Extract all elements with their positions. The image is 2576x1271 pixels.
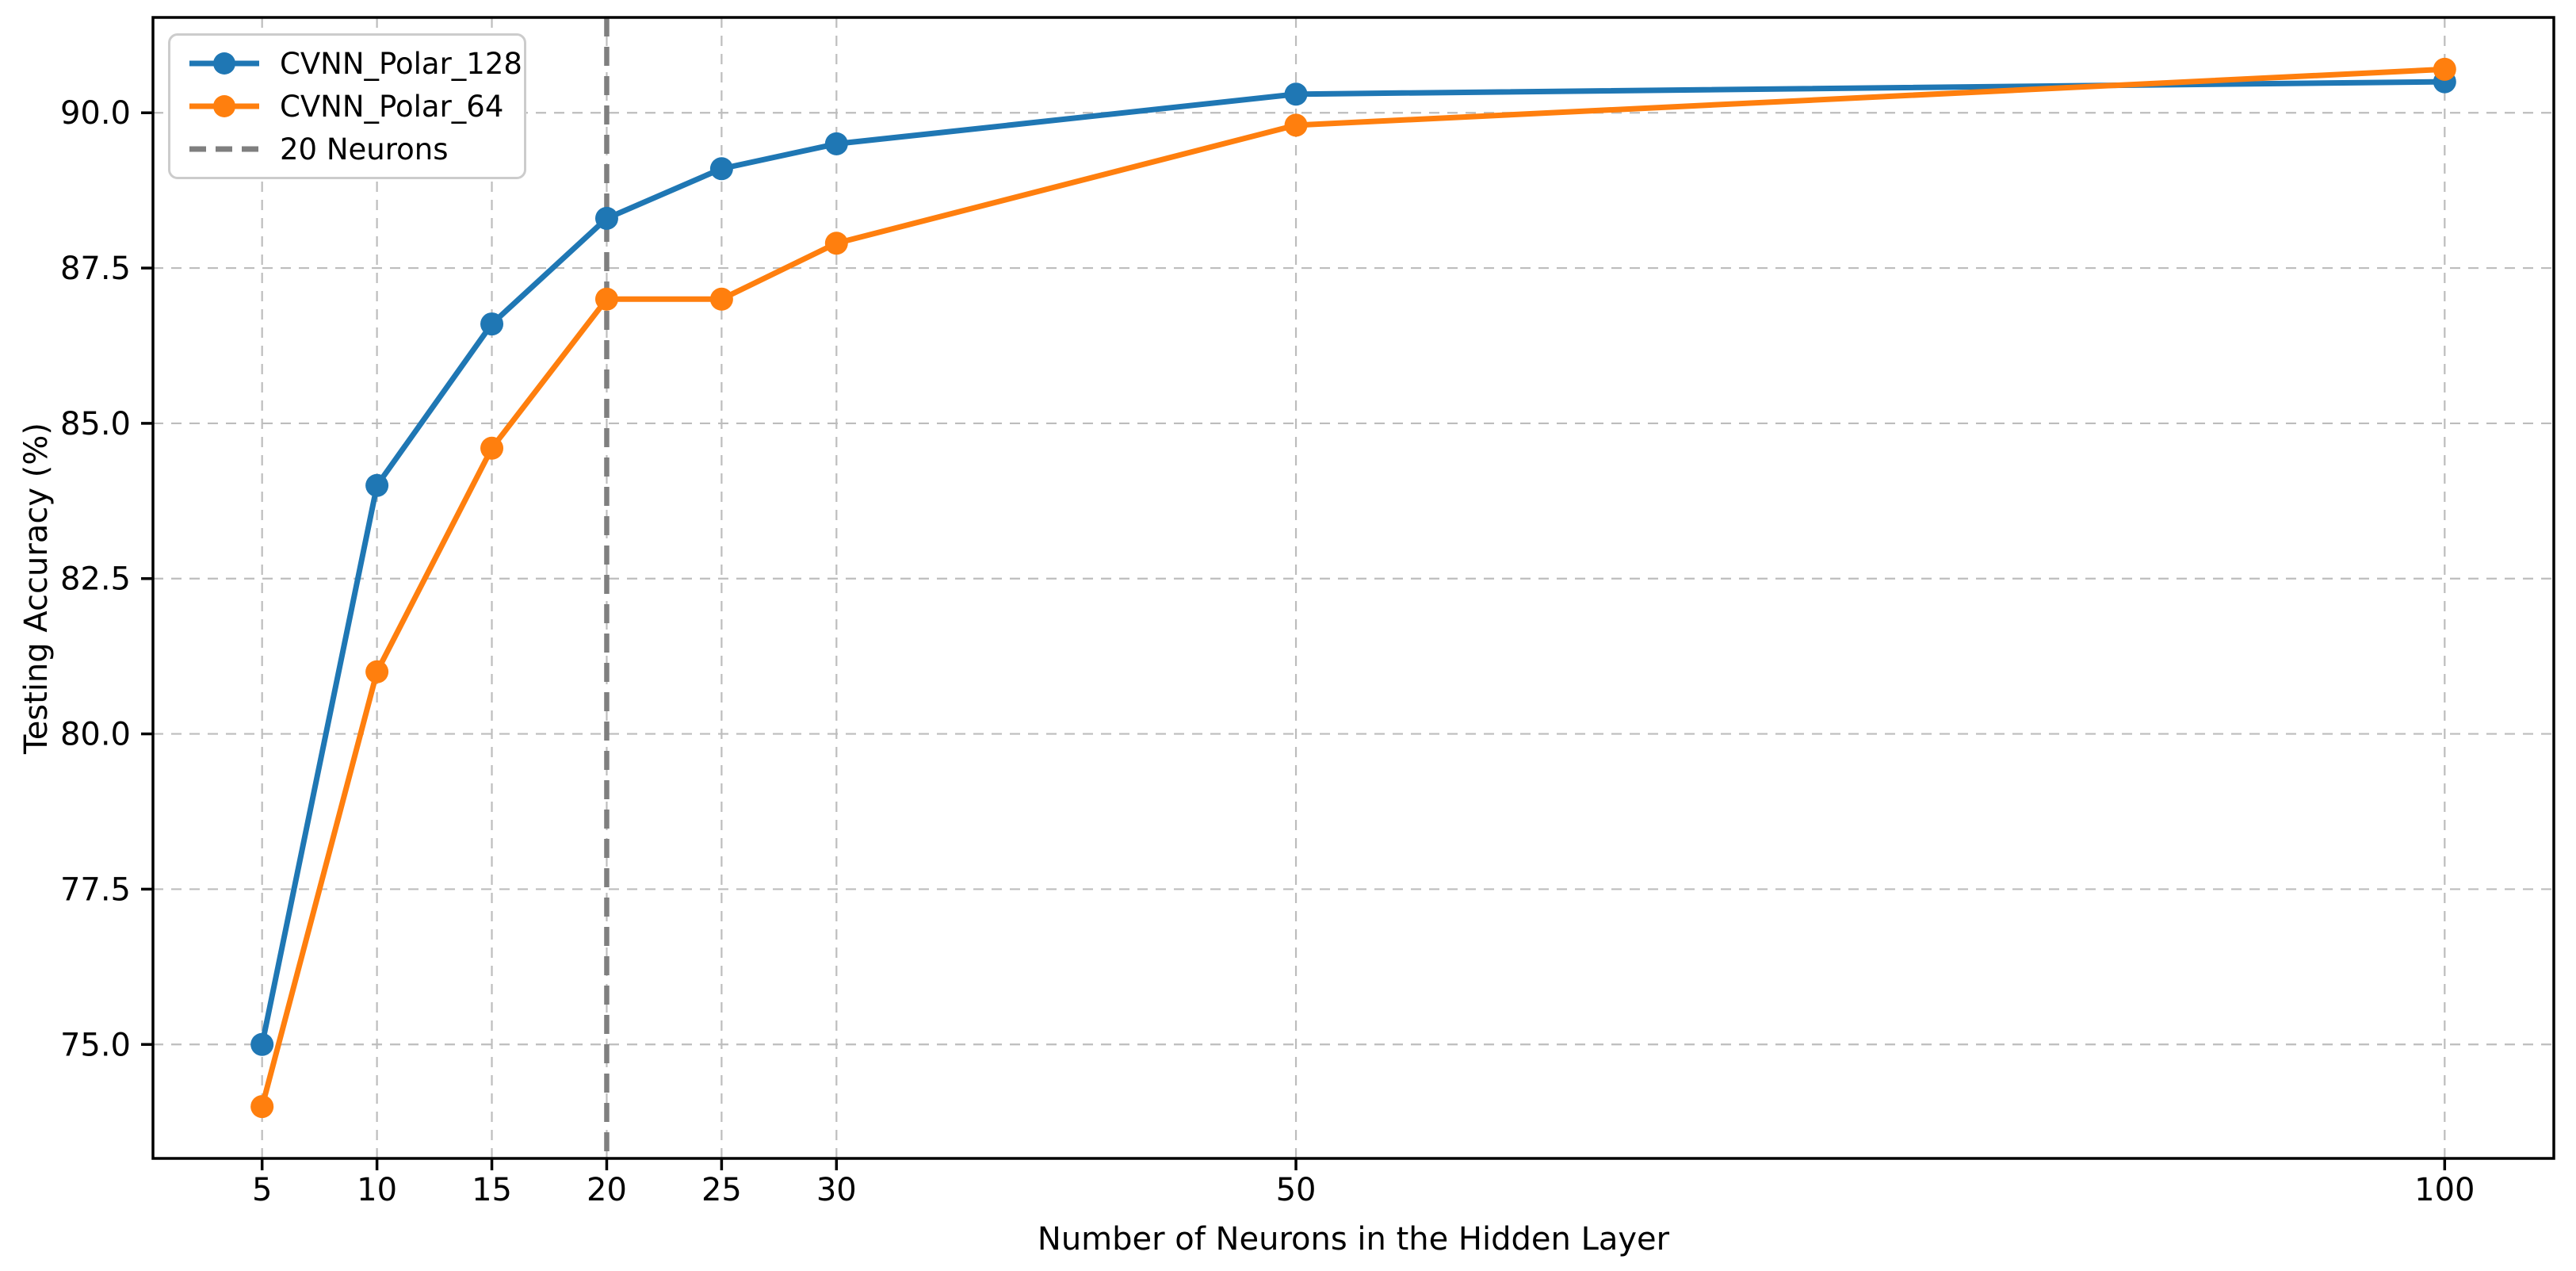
data-point-marker [365,660,389,683]
data-point-marker [709,157,733,181]
y-tick-label: 82.5 [60,561,131,598]
legend-marker-sample [213,95,235,117]
data-point-marker [480,312,504,336]
x-tick-label: 10 [357,1172,397,1208]
series-line-cvnn_polar_64 [259,66,2448,1110]
legend-line-marker-icon [189,52,259,75]
data-point-marker [1284,82,1308,106]
y-axis-title: Testing Accuracy (%) [18,423,55,754]
data-point-marker [480,436,504,460]
legend-entry-cvnn-polar-64: CVNN_Polar_64 [186,92,516,121]
legend-entry-20-neurons: 20 Neurons [186,135,516,164]
legend-dashed-line-icon [189,146,259,152]
legend-entry-cvnn-polar-128: CVNN_Polar_128 [186,49,522,78]
data-point-marker [594,206,618,230]
series-line-cvnn_polar_128 [259,78,2448,1047]
x-tick-label: 30 [816,1172,857,1208]
legend-marker-sample [213,52,235,75]
legend-line-marker-icon [189,95,259,117]
legend-label: CVNN_Polar_64 [280,89,504,124]
x-tick-label: 50 [1276,1172,1317,1208]
y-tick-label: 80.0 [60,717,131,753]
legend-label: CVNN_Polar_128 [280,46,522,81]
data-point-marker [365,473,389,497]
x-tick-label: 20 [587,1172,627,1208]
data-point-marker [2433,57,2456,81]
data-point-marker [250,1095,274,1119]
plot-border [151,16,2555,1160]
legend-label: 20 Neurons [280,132,449,167]
y-tick-label: 75.0 [60,1027,131,1063]
data-point-marker [824,132,848,155]
y-tick-label: 90.0 [60,95,131,132]
data-point-marker [824,232,848,255]
data-point-marker [594,287,618,311]
x-tick-label: 15 [472,1172,512,1208]
x-axis-title: Number of Neurons in the Hidden Layer [1037,1221,1670,1258]
x-tick-label: 5 [252,1172,272,1208]
y-tick-label: 77.5 [60,871,131,908]
y-tick-label: 85.0 [60,406,131,442]
data-point-marker [1284,113,1308,137]
x-tick-label: 25 [701,1172,742,1208]
data-point-marker [250,1032,274,1056]
y-tick-label: 87.5 [60,251,131,287]
data-point-marker [709,287,733,311]
legend: CVNN_Polar_128 CVNN_Polar_64 20 Neurons [168,33,526,179]
x-tick-label: 100 [2414,1172,2475,1208]
